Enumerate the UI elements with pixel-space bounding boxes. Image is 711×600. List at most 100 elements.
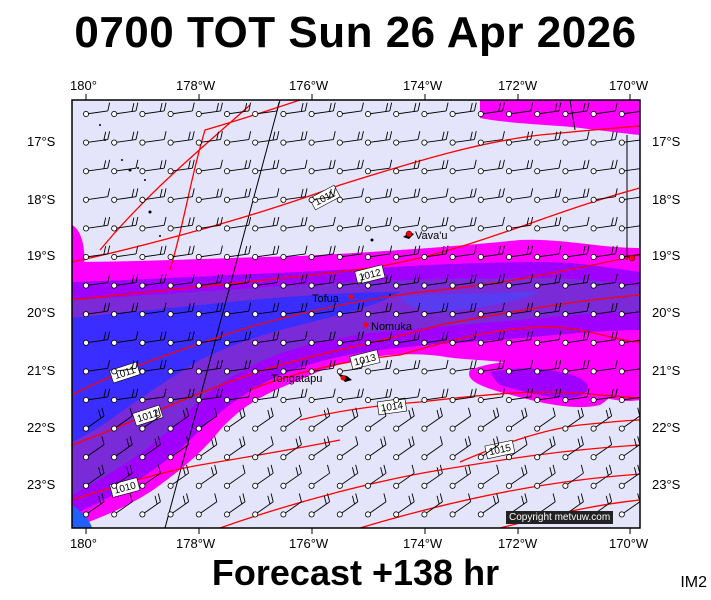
wind-barb xyxy=(365,359,393,375)
isobar-label-1012-n-text: 1012 xyxy=(358,267,383,283)
wind-barb xyxy=(336,407,359,432)
wind-barb xyxy=(280,245,308,260)
wind-barb xyxy=(252,359,280,375)
wind-barb xyxy=(449,388,477,403)
wind-barb xyxy=(139,188,167,203)
wind-barb xyxy=(562,131,590,146)
wind-barb xyxy=(506,102,534,117)
place-tongatapu: Tongatapu xyxy=(271,373,352,385)
wind-barb xyxy=(167,493,190,518)
island-dot xyxy=(104,139,106,141)
island-dot xyxy=(144,179,146,181)
wind-barb xyxy=(449,131,477,146)
wind-barb xyxy=(421,302,449,318)
lat-label-22s-right: 22°S xyxy=(652,420,681,435)
wind-barb xyxy=(308,464,331,489)
wind-barb xyxy=(280,159,308,175)
wind-barb xyxy=(308,359,336,375)
wind-barb xyxy=(534,188,562,203)
wind-barb xyxy=(308,188,336,203)
wind-barb xyxy=(365,493,387,518)
wind-barb xyxy=(365,302,393,318)
wind-barb xyxy=(139,216,167,232)
wind-barb xyxy=(83,464,105,489)
wind-barb xyxy=(224,274,252,289)
wind-barb xyxy=(421,436,443,461)
wind-barb xyxy=(562,359,590,375)
lat-label-19s: 19°S xyxy=(27,248,56,263)
wind-barb xyxy=(449,302,477,318)
wind-barb xyxy=(506,388,534,403)
wind-barb xyxy=(506,436,528,461)
wind-barb xyxy=(83,359,111,375)
lon-label-176w: 176°W xyxy=(289,78,329,93)
wind-barb xyxy=(83,188,111,203)
wind-barb xyxy=(111,159,139,175)
wind-barb xyxy=(477,216,505,232)
wind-barb xyxy=(167,464,190,489)
wind-barb xyxy=(534,216,562,232)
wind-barb xyxy=(534,436,556,461)
lon-label-178w-bottom: 178°W xyxy=(176,536,216,551)
wind-barb xyxy=(393,159,421,175)
wind-barb xyxy=(562,102,590,117)
wind-barb xyxy=(252,436,274,461)
wind-barb xyxy=(590,216,618,232)
isobar-label-1014-text: 1014 xyxy=(380,400,404,414)
wind-barb xyxy=(224,493,246,518)
lon-label-172w-bottom: 172°W xyxy=(498,536,538,551)
wind-barb xyxy=(167,245,195,260)
wind-barb xyxy=(477,359,505,375)
wind-barb xyxy=(506,131,534,146)
wind-barb xyxy=(421,388,449,403)
wind-barb xyxy=(280,407,302,432)
wind-barb xyxy=(393,302,421,318)
wind-barb xyxy=(421,245,449,260)
isobar-label-1013-text: 1013 xyxy=(353,352,378,368)
isobar-south-1 xyxy=(219,444,640,528)
isobar-label-1015: 1015 xyxy=(484,439,516,460)
wind-barb xyxy=(534,464,556,489)
wind-barb xyxy=(139,388,167,403)
isobar-1011-west xyxy=(72,254,640,396)
wind-barb xyxy=(83,407,105,432)
image-tag: IM2 xyxy=(680,574,707,591)
wind-barb xyxy=(195,274,223,289)
wind-barb xyxy=(280,188,308,203)
wind-barb xyxy=(139,302,167,318)
wind-barb xyxy=(365,216,393,232)
wind-barb xyxy=(393,493,415,518)
rain-band-core xyxy=(72,292,400,442)
wind-barb xyxy=(477,388,505,403)
wind-barb xyxy=(506,359,534,375)
wind-barb xyxy=(195,159,223,175)
wind-barb xyxy=(590,302,618,318)
wind-barb xyxy=(477,245,505,260)
isobar-label-1010: 1010 xyxy=(109,477,141,498)
wind-barb xyxy=(534,331,562,346)
isobar-label-1014: 1014 xyxy=(376,397,408,416)
wind-barb xyxy=(421,359,449,375)
wind-barb xyxy=(421,188,449,203)
wind-barb xyxy=(224,159,252,175)
lat-label-20s-right: 20°S xyxy=(652,305,681,320)
wind-barb xyxy=(195,188,223,203)
wind-barb xyxy=(393,464,415,489)
wind-barb xyxy=(280,331,308,346)
map-plot-area: 1011 1012 1013 1014 1015 1011 xyxy=(72,100,640,528)
wind-barb xyxy=(224,331,252,346)
wind-barb xyxy=(224,388,252,403)
wind-barb xyxy=(393,436,415,461)
wind-barb xyxy=(449,188,477,203)
island-dot xyxy=(128,168,132,172)
wind-barb xyxy=(336,216,364,232)
wind-barb xyxy=(506,464,528,489)
wind-barb xyxy=(365,331,393,346)
wind-barb xyxy=(477,188,505,203)
wind-barb xyxy=(252,407,274,432)
lat-label-22s: 22°S xyxy=(27,420,56,435)
wind-barb xyxy=(224,216,252,232)
wind-barb xyxy=(562,388,590,403)
wind-barb xyxy=(365,464,387,489)
wind-barb xyxy=(618,407,640,432)
